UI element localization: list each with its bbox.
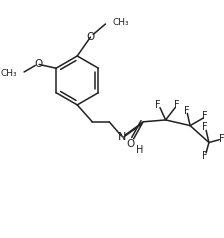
Text: F: F — [183, 105, 189, 115]
Text: O: O — [127, 139, 135, 149]
Text: F: F — [155, 100, 161, 110]
Text: F: F — [174, 100, 180, 110]
Text: CH₃: CH₃ — [112, 18, 129, 27]
Text: O: O — [86, 32, 95, 42]
Text: F: F — [202, 151, 208, 161]
Text: F: F — [202, 111, 208, 121]
Text: N: N — [118, 132, 127, 142]
Text: CH₃: CH₃ — [1, 69, 17, 78]
Text: F: F — [219, 134, 224, 144]
Text: O: O — [34, 60, 42, 69]
Text: F: F — [202, 123, 208, 133]
Text: H: H — [136, 145, 143, 155]
